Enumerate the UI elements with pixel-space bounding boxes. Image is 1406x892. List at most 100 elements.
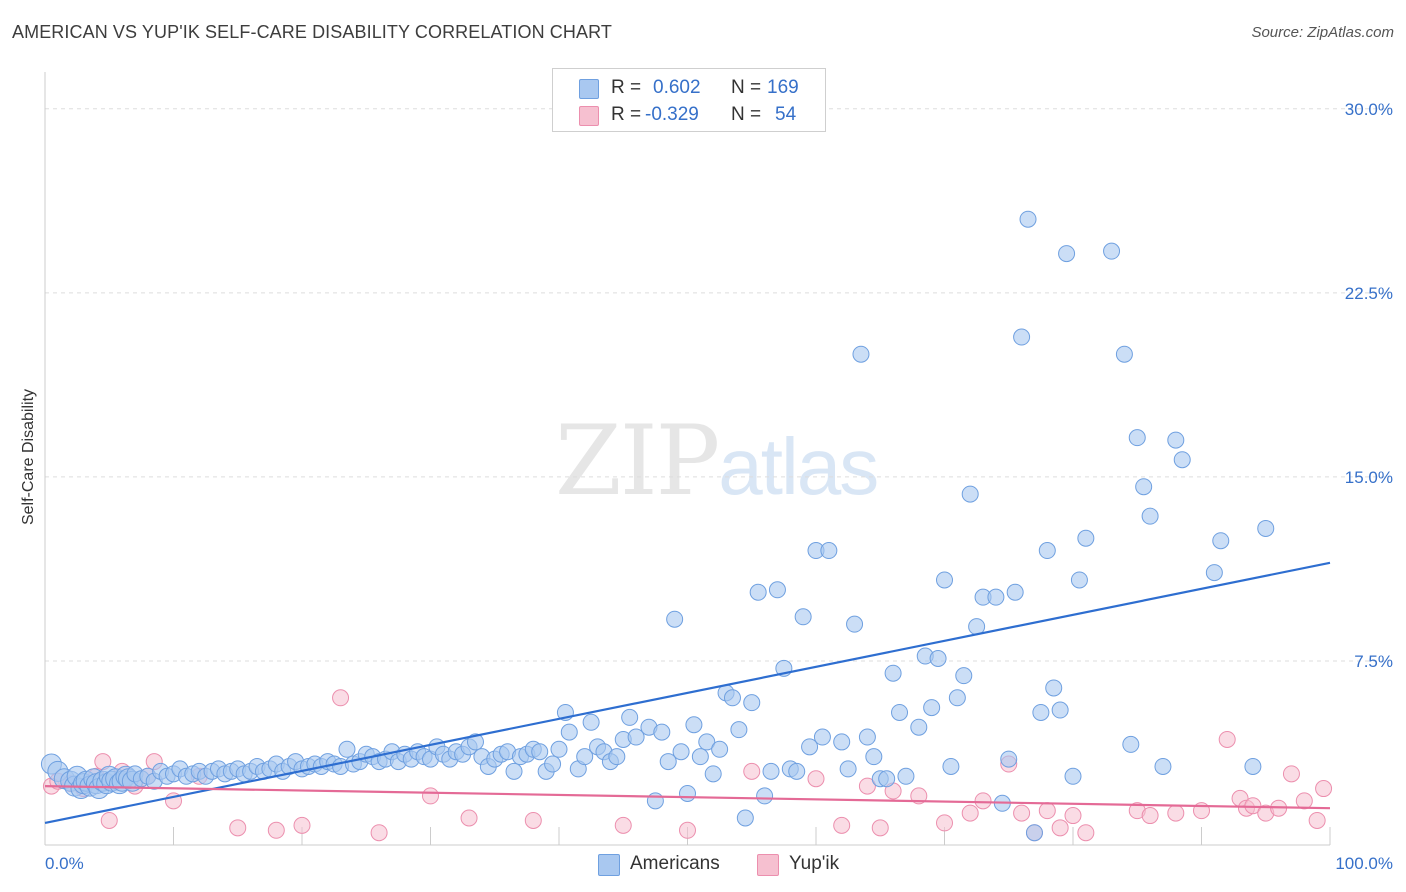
- source-label: Source: ZipAtlas.com: [1251, 24, 1394, 41]
- american-point: [846, 615, 864, 633]
- american-point: [505, 762, 523, 780]
- american-point: [923, 699, 941, 717]
- american-point: [704, 765, 722, 783]
- legend-row-americans: R = 0.602 N = 169: [553, 75, 825, 101]
- yupik-point: [1315, 780, 1333, 798]
- yupik-swatch: [579, 106, 599, 126]
- yupik-point: [614, 816, 632, 834]
- american-point: [768, 581, 786, 599]
- legend-n-label: N =: [731, 77, 762, 98]
- yupik-point: [1308, 811, 1326, 829]
- american-point: [1038, 542, 1056, 560]
- legend-r-label: R =: [611, 77, 642, 98]
- american-point: [1070, 571, 1088, 589]
- american-point: [1115, 345, 1133, 363]
- yupik-point: [1038, 802, 1056, 820]
- american-point: [987, 588, 1005, 606]
- american-point: [839, 760, 857, 778]
- yupik-point: [332, 689, 350, 707]
- american-point: [813, 728, 831, 746]
- american-point: [749, 583, 767, 601]
- american-point: [1077, 529, 1095, 547]
- american-point: [852, 345, 870, 363]
- american-point: [961, 485, 979, 503]
- american-point: [608, 748, 626, 766]
- american-point: [948, 689, 966, 707]
- american-point: [1205, 564, 1223, 582]
- y-tick-label: 22.5%: [1345, 284, 1393, 303]
- yupik-point: [1064, 807, 1082, 825]
- american-point: [1257, 519, 1275, 537]
- yupik-point: [1282, 765, 1300, 783]
- legend-n-value: 169: [767, 77, 799, 98]
- chart-title: AMERICAN VS YUP'IK SELF-CARE DISABILITY …: [12, 22, 612, 42]
- american-point: [698, 733, 716, 751]
- yupik-point: [267, 821, 285, 839]
- trend-lines: [44, 561, 1331, 824]
- american-point: [646, 792, 664, 810]
- american-point: [820, 542, 838, 560]
- american-point: [338, 740, 356, 758]
- americans-legend-swatch: [598, 854, 620, 876]
- american-point: [659, 753, 677, 771]
- yupik-point: [910, 787, 928, 805]
- american-point: [711, 740, 729, 758]
- american-point: [672, 743, 690, 761]
- tick-labels: 7.5% 15.0% 22.5% 30.0% 0.0% 100.0%: [45, 100, 1393, 873]
- american-point: [788, 762, 806, 780]
- american-point: [878, 770, 896, 788]
- american-point: [691, 748, 709, 766]
- american-point: [1212, 532, 1230, 550]
- american-point: [582, 713, 600, 731]
- yupik-point: [936, 814, 953, 832]
- legend-r-label: R =: [611, 104, 642, 125]
- american-points: [40, 210, 1275, 842]
- yupik-point: [1141, 807, 1159, 825]
- american-point: [730, 721, 748, 739]
- yupik-point: [1167, 804, 1185, 822]
- american-point: [1000, 750, 1018, 768]
- yupik-point: [422, 787, 439, 805]
- american-point: [858, 728, 876, 746]
- american-point: [1103, 242, 1121, 260]
- yupik-point: [974, 792, 992, 810]
- american-point: [1032, 703, 1050, 721]
- american-point: [801, 738, 819, 756]
- x-tick-label: 0.0%: [45, 854, 84, 873]
- american-point: [1045, 679, 1063, 697]
- american-point: [865, 748, 883, 766]
- yupik-point: [524, 811, 542, 829]
- yupik-point: [1051, 819, 1069, 837]
- yupik-legend-label: Yup'ik: [789, 853, 840, 874]
- american-point: [1019, 210, 1037, 228]
- yupik-point: [807, 770, 825, 788]
- american-point: [1135, 478, 1153, 496]
- american-point: [955, 667, 973, 685]
- yupik-point: [1013, 804, 1031, 822]
- watermark: ZIPatlas: [555, 405, 879, 517]
- americans-trend-line: [44, 561, 1331, 824]
- american-point: [653, 723, 671, 741]
- y-tick-label: 30.0%: [1345, 100, 1393, 119]
- y-tick-label: 7.5%: [1354, 652, 1393, 671]
- american-point: [1141, 507, 1159, 525]
- american-point: [666, 610, 684, 628]
- american-point: [1006, 583, 1024, 601]
- american-point: [884, 664, 902, 682]
- american-point: [1244, 757, 1262, 775]
- yupik-point: [293, 816, 311, 834]
- yupik-point: [1077, 824, 1095, 842]
- yupik-point: [370, 824, 388, 842]
- american-point: [466, 733, 484, 751]
- american-point: [833, 733, 851, 751]
- american-point: [794, 608, 812, 626]
- yupik-point: [961, 804, 979, 822]
- yupik-point: [1295, 792, 1313, 810]
- american-point: [1013, 328, 1031, 346]
- yupik-point: [460, 809, 478, 827]
- yupik-point: [679, 821, 696, 839]
- yupik-trend-line: [44, 785, 1331, 810]
- grid-lines: [45, 108, 1390, 662]
- american-point: [544, 755, 562, 773]
